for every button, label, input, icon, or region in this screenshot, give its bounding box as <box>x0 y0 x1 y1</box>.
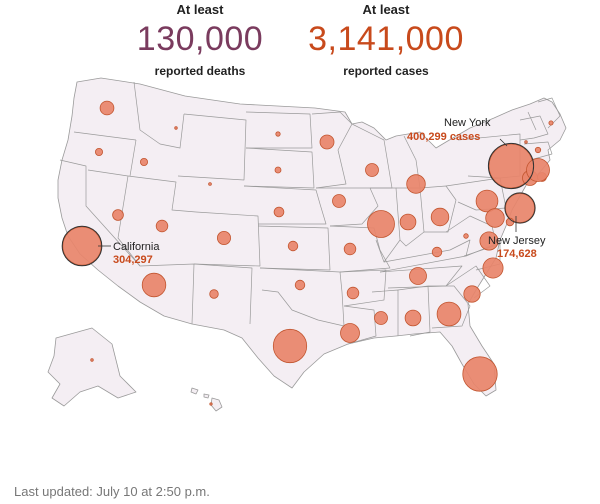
case-bubble-sd <box>274 166 282 174</box>
deaths-label: reported deaths <box>154 64 246 78</box>
case-bubble-ar <box>346 286 360 300</box>
case-bubble-ks <box>287 240 299 252</box>
hawaii-island-1 <box>190 387 199 395</box>
case-bubble-wy <box>208 182 212 186</box>
last-updated: Last updated: July 10 at 2:50 p.m. <box>14 484 210 499</box>
new-jersey-value: 174,628 <box>497 248 537 260</box>
case-bubble-al <box>404 309 422 327</box>
case-bubble-mo <box>343 242 357 256</box>
case-bubble-md <box>485 208 505 228</box>
california-label: California <box>113 241 160 253</box>
highlight-ring-ny <box>487 142 535 190</box>
california-value: 304,297 <box>113 254 153 266</box>
case-bubble-la <box>340 323 360 343</box>
cases-prefix: At least <box>362 2 410 17</box>
case-bubble-fl <box>462 356 498 392</box>
cases-label: reported cases <box>343 64 429 78</box>
case-bubble-ut <box>155 219 169 233</box>
case-bubble-ms <box>374 311 388 325</box>
new-jersey-label: New Jersey <box>488 235 546 247</box>
case-bubble-mi <box>406 174 426 194</box>
case-bubble-ok <box>294 279 306 291</box>
case-bubble-va <box>479 231 499 251</box>
hawaii-island-2 <box>203 393 210 399</box>
highlight-ring-nj <box>504 192 536 224</box>
case-bubble-il <box>367 210 395 238</box>
case-bubble-nc <box>482 257 504 279</box>
cases-value: 3,141,000 <box>308 20 464 58</box>
case-bubble-sc <box>463 285 481 303</box>
deaths-value: 130,000 <box>136 20 264 58</box>
case-bubble-nj <box>505 193 535 223</box>
cases-stat: At least 3,141,000 reported cases <box>296 2 476 79</box>
callouts: New York 400,299 cases California 304,29… <box>98 117 546 266</box>
case-bubble-az <box>141 272 167 298</box>
case-bubble-wi <box>365 163 379 177</box>
case-bubble-ky <box>431 246 443 258</box>
hawaii-island-3 <box>210 397 223 412</box>
case-bubble-mn <box>319 134 335 150</box>
case-bubble-ca <box>62 226 102 266</box>
case-bubble-ia <box>332 194 346 208</box>
alaska-shape <box>47 327 137 407</box>
case-bubble-pa <box>475 189 499 213</box>
case-bubble-ne <box>273 206 285 218</box>
case-bubble-me <box>548 120 554 126</box>
case-bubble-ak <box>90 358 94 362</box>
case-bubble-nh <box>534 146 542 154</box>
us-cases-bubble-map: New York 400,299 cases California 304,29… <box>47 77 567 412</box>
case-bubble-tn <box>409 267 427 285</box>
case-bubble-mt <box>174 126 178 130</box>
case-bubble-wa <box>99 100 115 116</box>
case-bubble-or <box>95 147 104 156</box>
case-bubbles <box>61 100 554 406</box>
case-bubble-oh <box>430 207 450 227</box>
case-bubble-nd <box>275 131 281 137</box>
case-bubble-co <box>216 230 231 245</box>
case-bubble-ma <box>526 158 550 182</box>
case-bubble-wv <box>463 233 469 239</box>
deaths-prefix: At least <box>176 2 224 17</box>
case-bubble-ga <box>436 301 462 327</box>
new-york-leader <box>499 138 508 147</box>
case-bubble-id <box>139 157 148 166</box>
case-bubble-in <box>399 213 417 231</box>
new-york-value: 400,299 cases <box>407 131 480 143</box>
case-bubble-nm <box>209 289 219 299</box>
case-bubble-tx <box>272 328 308 364</box>
case-bubble-vt <box>524 140 528 144</box>
new-york-label: New York <box>444 117 491 129</box>
deaths-stat: At least 130,000 reported deaths <box>120 2 280 79</box>
case-bubble-nv <box>112 209 124 221</box>
case-bubble-hi <box>209 402 213 406</box>
